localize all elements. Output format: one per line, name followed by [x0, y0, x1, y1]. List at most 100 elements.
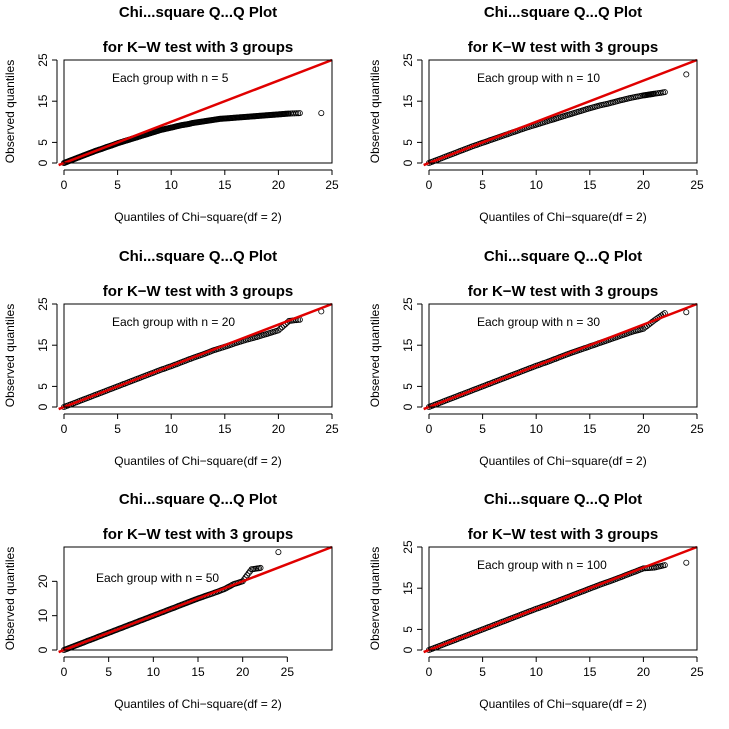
panel-title: Chi...square Q...Q Plot	[484, 4, 642, 21]
x-tick-label: 20	[236, 665, 250, 679]
x-tick-label: 5	[479, 178, 486, 192]
plot-frame	[63, 303, 333, 408]
qq-panel-2: Chi...square Q...Q Plot for K−W test with…	[368, 4, 704, 224]
sample-size-annotation: Each group with n = 5	[112, 71, 229, 85]
x-axis: 0 5 10 15 20 25	[61, 169, 339, 192]
reference-line	[423, 302, 698, 411]
y-tick-label: 25	[36, 297, 50, 311]
plot-frame	[428, 546, 698, 651]
data-point	[244, 572, 251, 579]
x-tick-label: 15	[583, 178, 597, 192]
x-axis-label: Quantiles of Chi−square(df = 2)	[479, 697, 646, 711]
x-tick-label: 10	[530, 422, 544, 436]
x-tick-label: 0	[426, 422, 433, 436]
x-axis-label: Quantiles of Chi−square(df = 2)	[479, 454, 646, 468]
y-axis: 0 5 15 25	[401, 297, 423, 410]
x-tick-label: 10	[147, 665, 161, 679]
reference-line	[58, 58, 333, 167]
y-tick-label: 15	[36, 338, 50, 352]
x-tick-label: 5	[105, 665, 112, 679]
plot-frame	[63, 59, 333, 164]
data-point	[296, 110, 303, 117]
x-tick-label: 0	[426, 665, 433, 679]
x-tick-label: 5	[479, 665, 486, 679]
x-tick-label: 25	[690, 665, 704, 679]
x-tick-label: 10	[530, 665, 544, 679]
y-tick-label: 25	[401, 540, 415, 554]
x-tick-label: 10	[165, 178, 179, 192]
y-axis-label: Observed quantiles	[368, 304, 382, 407]
x-tick-label: 0	[426, 178, 433, 192]
x-tick-label: 15	[218, 178, 232, 192]
y-axis-label: Observed quantiles	[3, 304, 17, 407]
data-point	[661, 562, 668, 569]
data-point	[277, 325, 284, 332]
x-axis-label: Quantiles of Chi−square(df = 2)	[114, 697, 281, 711]
y-axis: 0 5 15 25	[401, 540, 423, 653]
panel-subtitle: for K−W test with 3 groups	[468, 526, 658, 543]
panel-subtitle: for K−W test with 3 groups	[103, 39, 293, 56]
x-tick-label: 15	[583, 422, 597, 436]
data-point	[275, 549, 282, 556]
y-tick-label: 20	[36, 574, 50, 588]
x-tick-label: 5	[114, 178, 121, 192]
x-tick-label: 10	[530, 178, 544, 192]
x-tick-label: 25	[325, 178, 339, 192]
x-tick-label: 20	[637, 665, 651, 679]
x-tick-label: 0	[61, 178, 68, 192]
sample-size-annotation: Each group with n = 50	[96, 571, 219, 585]
sample-size-annotation: Each group with n = 10	[477, 71, 600, 85]
panel-title: Chi...square Q...Q Plot	[119, 4, 277, 21]
x-tick-label: 25	[281, 665, 295, 679]
x-axis: 0 5 10 15 20 25	[426, 656, 704, 679]
qq-panel-4: Chi...square Q...Q Plot for K−W test with…	[368, 248, 704, 468]
x-tick-label: 5	[114, 422, 121, 436]
plot-frame	[428, 59, 698, 164]
x-tick-label: 20	[272, 422, 286, 436]
x-tick-label: 10	[165, 422, 179, 436]
x-tick-label: 25	[690, 422, 704, 436]
panel-title: Chi...square Q...Q Plot	[484, 248, 642, 265]
qq-panel-1: Chi...square Q...Q Plot for K−W test with…	[3, 4, 339, 224]
data-point	[318, 110, 325, 117]
y-tick-label: 0	[36, 403, 50, 410]
y-axis: 0 10 20	[36, 574, 58, 653]
data-point	[295, 110, 302, 117]
x-tick-label: 15	[191, 665, 205, 679]
x-tick-label: 15	[583, 665, 597, 679]
y-axis-label: Observed quantiles	[3, 60, 17, 163]
x-axis: 0 5 10 15 20 25	[426, 169, 704, 192]
data-point	[683, 71, 690, 78]
panel-subtitle: for K−W test with 3 groups	[103, 526, 293, 543]
panel-title: Chi...square Q...Q Plot	[119, 248, 277, 265]
data-points	[61, 110, 325, 166]
x-axis: 0 5 10 15 20 25	[61, 413, 339, 436]
y-axis-label: Observed quantiles	[3, 547, 17, 650]
data-points	[425, 559, 690, 654]
qq-panel-3: Chi...square Q...Q Plot for K−W test with…	[3, 248, 339, 468]
panel-subtitle: for K−W test with 3 groups	[468, 39, 658, 56]
y-tick-label: 15	[401, 338, 415, 352]
panel-title: Chi...square Q...Q Plot	[119, 491, 277, 508]
x-tick-label: 20	[637, 422, 651, 436]
y-axis: 0 5 15 25	[401, 53, 423, 166]
y-tick-label: 25	[401, 53, 415, 67]
reference-line	[423, 58, 698, 167]
qq-panel-6: Chi...square Q...Q Plot for K−W test with…	[368, 491, 704, 711]
y-axis-label: Observed quantiles	[368, 60, 382, 163]
x-tick-label: 20	[637, 178, 651, 192]
x-tick-label: 0	[61, 665, 68, 679]
reference-line	[58, 302, 333, 411]
x-tick-label: 25	[690, 178, 704, 192]
panel-title: Chi...square Q...Q Plot	[484, 491, 642, 508]
x-axis-label: Quantiles of Chi−square(df = 2)	[114, 210, 281, 224]
y-tick-label: 25	[36, 53, 50, 67]
y-tick-label: 15	[401, 94, 415, 108]
y-tick-label: 0	[401, 403, 415, 410]
x-axis-label: Quantiles of Chi−square(df = 2)	[479, 210, 646, 224]
y-tick-label: 5	[401, 383, 415, 390]
panel-subtitle: for K−W test with 3 groups	[103, 283, 293, 300]
data-point	[683, 559, 690, 566]
plot-frame	[428, 303, 698, 408]
